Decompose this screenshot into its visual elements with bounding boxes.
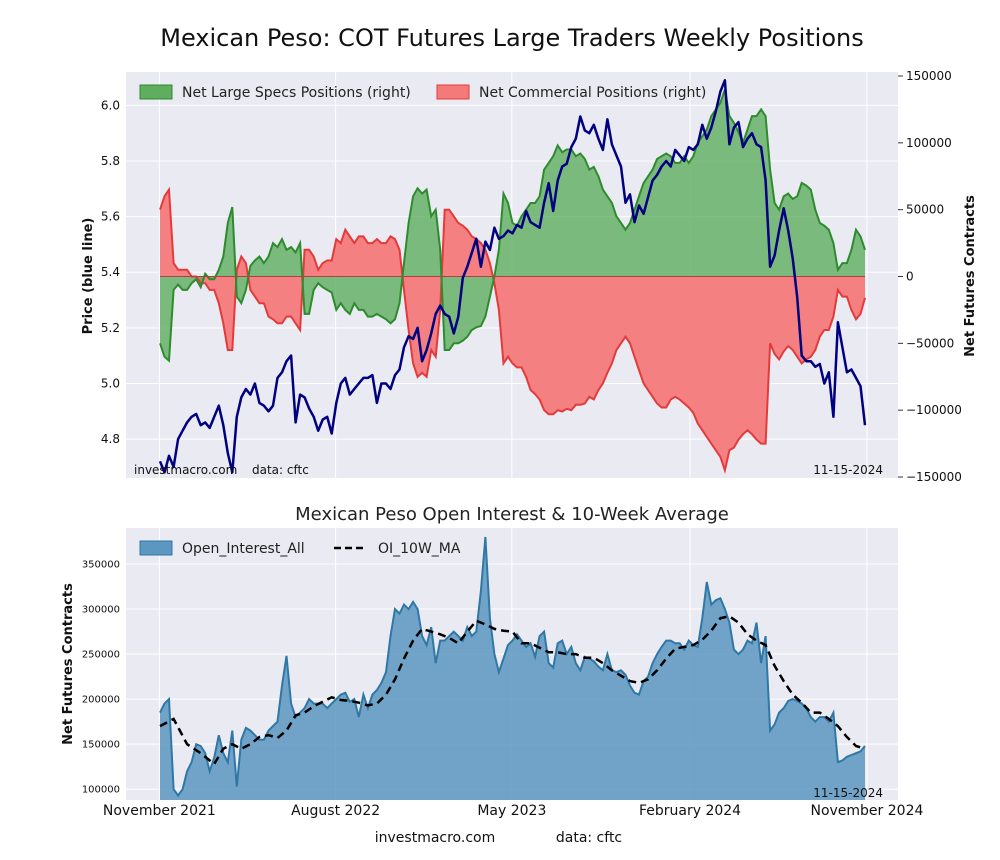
oi-tick-label: 150000 (82, 740, 120, 751)
legend-swatch-oi (139, 540, 173, 556)
price-tick-label: 5.2 (101, 321, 120, 335)
oi-moving-average (159, 614, 866, 766)
legend-label-commercial: Net Commercial Positions (right) (479, 85, 706, 101)
positions-areas (159, 89, 866, 475)
oi-tick-label: 100000 (82, 785, 120, 796)
footer-source: data: cftc (556, 830, 622, 846)
price-tick-label: 5.6 (101, 210, 120, 224)
top-date-label: 11-15-2024 (813, 463, 883, 477)
contracts-axis-label: Net Futures Contracts (963, 195, 978, 357)
specs-area (160, 89, 865, 361)
legend-swatch-commercial (436, 84, 470, 100)
x-tick-label: May 2023 (477, 803, 546, 819)
ma-line (159, 614, 866, 766)
legend-swatch-specs (139, 84, 173, 100)
price-axis-label: Price (blue line) (81, 218, 96, 335)
legend-label-specs: Net Large Specs Positions (right) (182, 85, 411, 101)
oi-axis-ticks: 100000 150000 200000 250000 300000 350000 (82, 560, 120, 796)
contracts-tick-label: 50000 (906, 203, 944, 217)
oi-tick-label: 250000 (82, 650, 120, 661)
price-axis-ticks: 4.8 5.0 5.2 5.4 5.6 5.8 6.0 (101, 98, 120, 446)
positions-legend: Net Large Specs Positions (right) Net Co… (139, 84, 706, 101)
contracts-tick-label: 150000 (906, 69, 952, 83)
contracts-axis-ticks: −150000 −100000 −50000 0 50000 100000 150000 (898, 69, 962, 484)
top-watermark-source: data: cftc (252, 463, 309, 477)
contracts-tick-label: 100000 (906, 136, 952, 150)
open-interest-fill (160, 537, 865, 800)
oi-legend: Open_Interest_All OI_10W_MA (139, 540, 461, 557)
price-tick-label: 5.4 (101, 265, 120, 279)
commercial-line (159, 186, 866, 475)
figure-title: Mexican Peso: COT Futures Large Traders … (160, 24, 864, 52)
x-tick-label: February 2024 (639, 803, 741, 819)
price-tick-label: 5.8 (101, 154, 120, 168)
contracts-tick-label: −100000 (906, 403, 962, 417)
contracts-tick-label: 0 (906, 270, 914, 284)
contracts-tick-label: −50000 (906, 336, 954, 350)
oi-tick-label: 350000 (82, 560, 120, 571)
date-axis-ticks: November 2021 August 2022 May 2023 February… (103, 803, 924, 819)
price-tick-label: 5.0 (101, 376, 120, 390)
bottom-date-label: 11-15-2024 (813, 786, 883, 800)
oi-chart-title: Mexican Peso Open Interest & 10-Week Ave… (295, 504, 729, 525)
price-line (158, 79, 867, 474)
x-tick-label: November 2024 (810, 803, 923, 819)
commercial-area (160, 189, 865, 471)
open-interest-line (159, 536, 866, 798)
footer-site: investmacro.com (375, 830, 495, 846)
oi-tick-label: 300000 (82, 605, 120, 616)
oi-axis-label: Net Futures Contracts (61, 583, 76, 745)
price-tick-label: 4.8 (101, 432, 120, 446)
specs-line (159, 89, 866, 363)
price-tick-label: 6.0 (101, 98, 120, 112)
legend-label-ma: OI_10W_MA (378, 541, 461, 557)
top-watermark-site: investmacro.com (134, 463, 237, 477)
legend-label-oi: Open_Interest_All (182, 541, 305, 557)
x-tick-label: August 2022 (291, 803, 380, 819)
contracts-tick-label: −150000 (906, 470, 962, 484)
x-tick-label: November 2021 (103, 803, 216, 819)
oi-tick-label: 200000 (82, 695, 120, 706)
price-line-group (158, 79, 867, 474)
open-interest-area (159, 536, 866, 800)
